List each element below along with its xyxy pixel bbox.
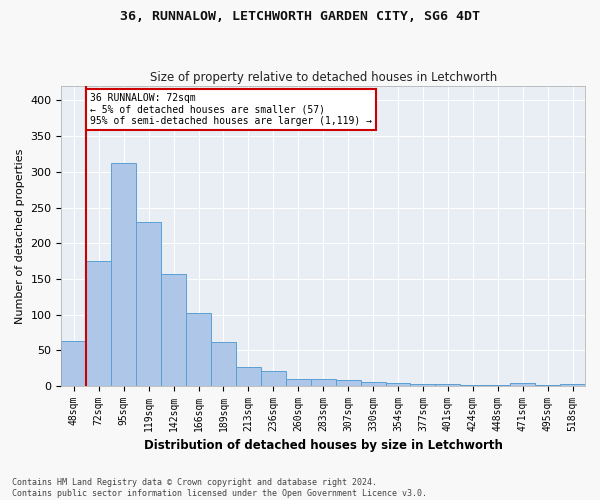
X-axis label: Distribution of detached houses by size in Letchworth: Distribution of detached houses by size …: [144, 440, 503, 452]
Bar: [111, 163, 136, 386]
Bar: [211, 342, 236, 386]
Bar: [361, 382, 386, 386]
Bar: [61, 341, 86, 386]
Bar: [286, 379, 311, 386]
Y-axis label: Number of detached properties: Number of detached properties: [15, 148, 25, 324]
Bar: [236, 367, 261, 386]
Bar: [560, 384, 585, 386]
Bar: [311, 379, 335, 386]
Bar: [86, 261, 111, 386]
Bar: [136, 222, 161, 386]
Bar: [386, 384, 410, 386]
Bar: [436, 384, 460, 386]
Bar: [261, 371, 286, 386]
Bar: [335, 380, 361, 386]
Title: Size of property relative to detached houses in Letchworth: Size of property relative to detached ho…: [149, 70, 497, 84]
Bar: [161, 274, 186, 386]
Bar: [535, 385, 560, 386]
Text: 36, RUNNALOW, LETCHWORTH GARDEN CITY, SG6 4DT: 36, RUNNALOW, LETCHWORTH GARDEN CITY, SG…: [120, 10, 480, 23]
Bar: [410, 384, 436, 386]
Bar: [460, 385, 485, 386]
Bar: [510, 384, 535, 386]
Bar: [485, 385, 510, 386]
Bar: [186, 312, 211, 386]
Text: 36 RUNNALOW: 72sqm
← 5% of detached houses are smaller (57)
95% of semi-detached: 36 RUNNALOW: 72sqm ← 5% of detached hous…: [90, 93, 372, 126]
Text: Contains HM Land Registry data © Crown copyright and database right 2024.
Contai: Contains HM Land Registry data © Crown c…: [12, 478, 427, 498]
